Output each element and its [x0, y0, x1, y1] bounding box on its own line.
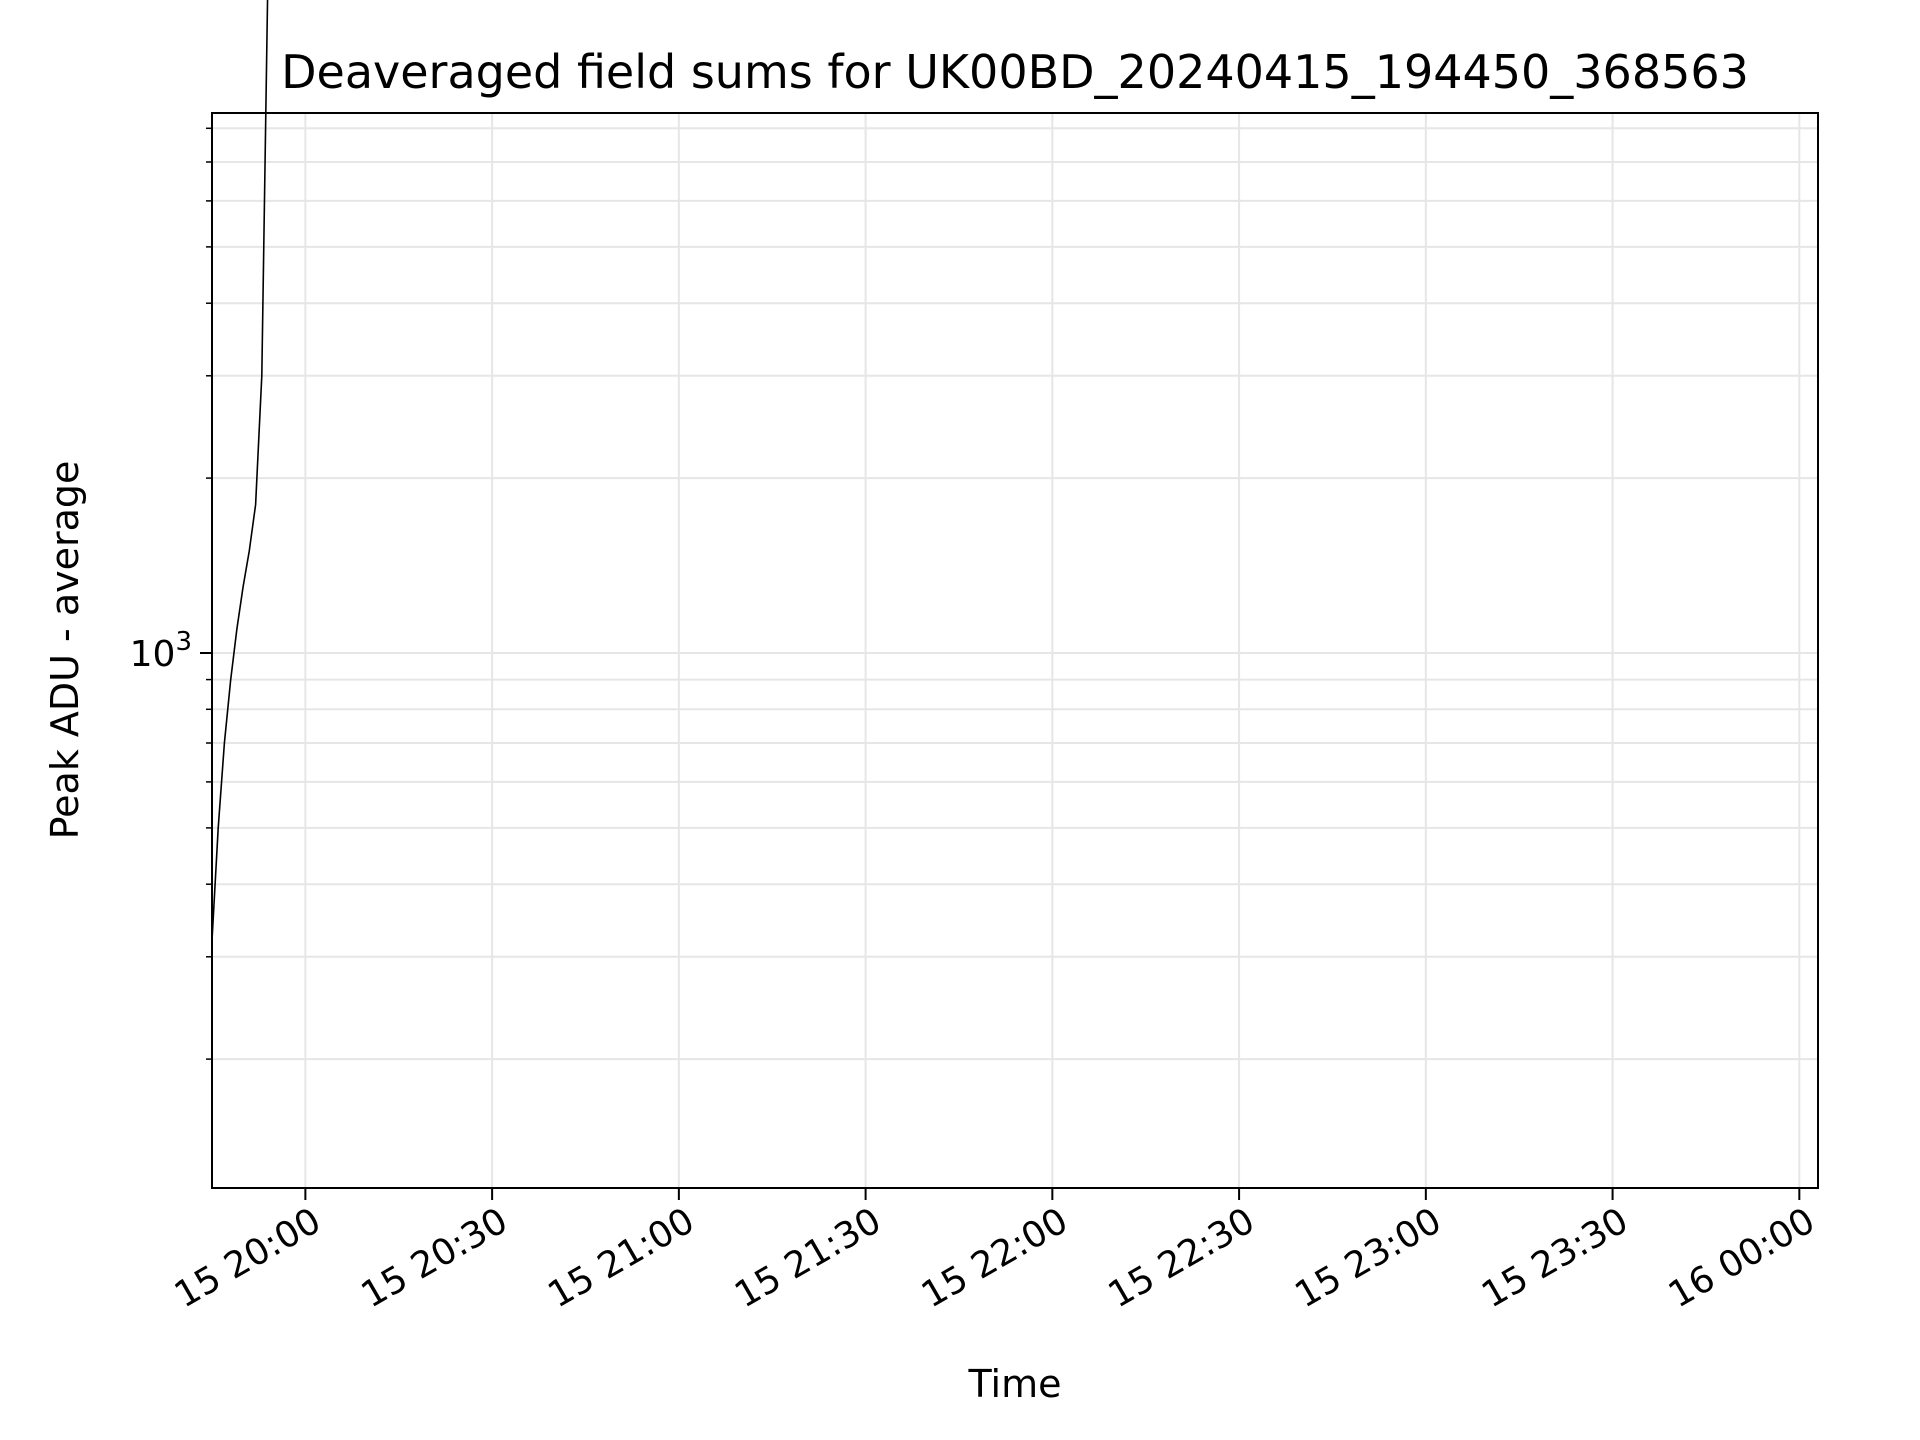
grid: [212, 113, 1818, 1188]
x-tick-label: 15 23:00: [1288, 1200, 1448, 1316]
x-axis-label: Time: [968, 1362, 1062, 1406]
x-tick-label: 15 22:30: [1102, 1200, 1262, 1316]
x-tick-label: 15 20:30: [355, 1200, 515, 1316]
chart-title: Deaveraged field sums for UK00BD_2024041…: [281, 45, 1749, 99]
plot-frame: [211, 112, 1819, 1189]
y-axis-label: Peak ADU - average: [43, 461, 87, 840]
x-tick-label: 15 22:00: [915, 1200, 1075, 1316]
x-tick-label: 15 20:00: [168, 1200, 328, 1316]
x-tick-label: 15 23:30: [1475, 1200, 1635, 1316]
y-tick-exponent: 3: [175, 627, 192, 657]
plot-area: [211, 0, 269, 941]
x-tick-label: 16 00:00: [1662, 1200, 1822, 1316]
y-tick-label: 103: [130, 627, 192, 675]
x-tick-label: 15 21:00: [541, 1200, 701, 1316]
x-tick-label: 15 21:30: [728, 1200, 888, 1316]
y-tick-base: 10: [130, 634, 176, 675]
series-line: [211, 0, 269, 941]
